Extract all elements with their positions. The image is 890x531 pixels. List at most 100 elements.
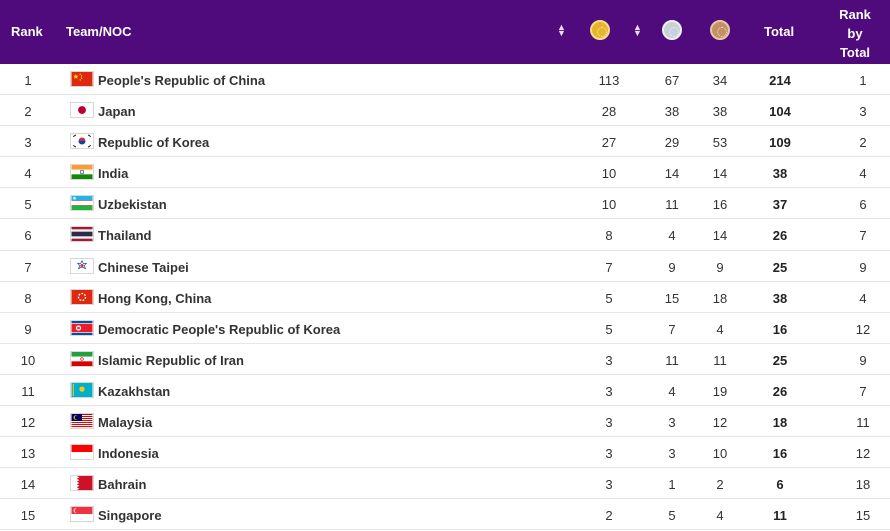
table-row[interactable]: 8 Hong Kong, China 5 15 18 38 4 (0, 282, 890, 313)
team-name[interactable]: Islamic Republic of Iran (98, 352, 244, 368)
bronze-count: 2 (716, 477, 724, 493)
table-row[interactable]: 11 Kazakhstan 3 4 19 26 7 (0, 375, 890, 407)
rank-by-total-header[interactable]: Rank by Total (828, 5, 882, 62)
flag-cn-icon (70, 71, 94, 87)
rank-cell: 2 (24, 104, 32, 120)
flag-th-icon (70, 226, 94, 243)
sort-team-icon[interactable]: ▲ ▼ (557, 22, 566, 38)
table-row[interactable]: 6 Thailand 8 4 14 26 7 (0, 219, 890, 251)
team-name[interactable]: Singapore (98, 508, 162, 524)
team-name[interactable]: Malaysia (98, 415, 153, 431)
table-row[interactable]: 4 India 10 14 14 38 4 (0, 157, 890, 189)
rank-by-total-cell: 4 (859, 166, 867, 182)
team-name[interactable]: People's Republic of China (98, 73, 266, 88)
team-name[interactable]: Uzbekistan (98, 197, 167, 213)
rank-by-total-cell: 7 (859, 228, 867, 244)
table-row[interactable]: 10 Islamic Republic of Iran 3 11 11 25 9 (0, 344, 890, 375)
total-count: 25 (772, 352, 788, 368)
silver-count: 9 (668, 259, 676, 275)
table-row[interactable]: 9 Democratic People's Republic of Korea 5 7… (0, 313, 890, 344)
flag-uz-icon (70, 195, 94, 212)
silver-count: 5 (668, 508, 676, 524)
team-name[interactable]: Hong Kong, China (98, 290, 212, 306)
rank-cell: 1 (24, 73, 32, 88)
table-row[interactable]: 2 Japan 28 38 38 104 3 (0, 95, 890, 127)
table-row[interactable]: 7 Chinese Taipei 7 9 9 25 9 (0, 251, 890, 282)
rank-by-total-cell: 6 (859, 197, 867, 213)
team-name[interactable]: Democratic People's Republic of Korea (98, 321, 341, 337)
rank-cell: 3 (24, 135, 32, 151)
bronze-count: 18 (712, 290, 728, 306)
bronze-medal-icon[interactable] (710, 20, 730, 40)
flag-in-icon (70, 164, 94, 181)
table-row[interactable]: 14 Bahrain 3 1 2 6 18 (0, 468, 890, 500)
bronze-count: 12 (712, 415, 728, 431)
total-count: 38 (772, 290, 788, 306)
rank-by-total-cell: 15 (855, 508, 871, 524)
flag-kr-icon (70, 133, 94, 150)
rank-cell: 4 (24, 166, 32, 182)
rank-by-total-cell: 12 (855, 446, 871, 462)
silver-count: 11 (665, 197, 679, 213)
total-count: 6 (776, 477, 784, 493)
gold-medal-icon[interactable] (590, 20, 610, 40)
bronze-count: 19 (712, 383, 728, 399)
total-header[interactable]: Total (764, 24, 795, 39)
rank-cell: 7 (24, 259, 32, 275)
silver-count: 1 (668, 477, 676, 493)
flag-jp-icon (70, 102, 94, 119)
team-name[interactable]: India (98, 166, 129, 182)
flag-hk-icon (70, 288, 94, 305)
table-row[interactable]: 12 Malaysia 3 3 12 18 11 (0, 406, 890, 438)
table-row[interactable]: 5 Uzbekistan 10 11 16 37 6 (0, 188, 890, 220)
flag-my-icon (70, 413, 94, 430)
flag-sg-icon (70, 506, 94, 523)
silver-count: 3 (668, 446, 676, 462)
table-row[interactable]: 15 Singapore 2 5 4 11 15 (0, 499, 890, 531)
silver-count: 67 (664, 73, 680, 88)
team-name[interactable]: Republic of Korea (98, 135, 210, 151)
bronze-count: 11 (713, 352, 727, 368)
silver-medal-icon[interactable] (662, 20, 682, 40)
flag-tpe-icon (70, 257, 94, 274)
bronze-count: 9 (716, 259, 724, 275)
rank-cell: 9 (24, 321, 32, 337)
sort-up-icon: ▲ (557, 22, 566, 32)
team-name[interactable]: Bahrain (98, 477, 147, 493)
gold-count: 3 (605, 477, 613, 493)
team-name[interactable]: Chinese Taipei (98, 259, 189, 275)
team-header[interactable]: Team/NOC (66, 24, 132, 39)
flag-bh-icon (70, 475, 94, 492)
table-row[interactable]: 3 Republic of Korea 27 29 53 109 2 (0, 126, 890, 158)
total-count: 25 (772, 259, 788, 275)
rank-by-total-line3: Total (839, 45, 871, 60)
team-name[interactable]: Japan (98, 104, 136, 120)
total-count: 109 (769, 135, 791, 151)
bronze-count: 4 (716, 508, 724, 524)
flag-ir-icon (70, 350, 94, 367)
table-row[interactable]: 13 Indonesia 3 3 10 16 12 (0, 437, 890, 469)
bronze-count: 38 (712, 104, 728, 120)
table-row[interactable]: 1 People's Republic of China 113 67 34 214 1 (0, 64, 890, 96)
team-name[interactable]: Thailand (98, 228, 152, 244)
rank-header[interactable]: Rank (11, 24, 43, 39)
bronze-count: 14 (712, 166, 728, 182)
rank-by-total-cell: 4 (859, 290, 867, 306)
rank-by-total-cell: 9 (859, 259, 867, 275)
rank-cell: 10 (20, 352, 36, 368)
gold-count: 27 (601, 135, 617, 151)
rank-cell: 11 (21, 383, 35, 399)
bronze-count: 10 (712, 446, 728, 462)
bronze-count: 34 (712, 73, 728, 88)
total-count: 214 (769, 73, 791, 88)
gold-count: 28 (601, 104, 617, 120)
silver-count: 29 (664, 135, 680, 151)
rank-by-total-line1: Rank (839, 7, 871, 22)
gold-count: 5 (605, 290, 613, 306)
flag-kp-icon (70, 319, 94, 336)
bronze-count: 14 (712, 228, 728, 244)
total-count: 11 (773, 508, 787, 524)
sort-gold-icon[interactable]: ▲ ▼ (633, 23, 642, 38)
team-name[interactable]: Indonesia (98, 446, 159, 462)
team-name[interactable]: Kazakhstan (98, 383, 171, 399)
